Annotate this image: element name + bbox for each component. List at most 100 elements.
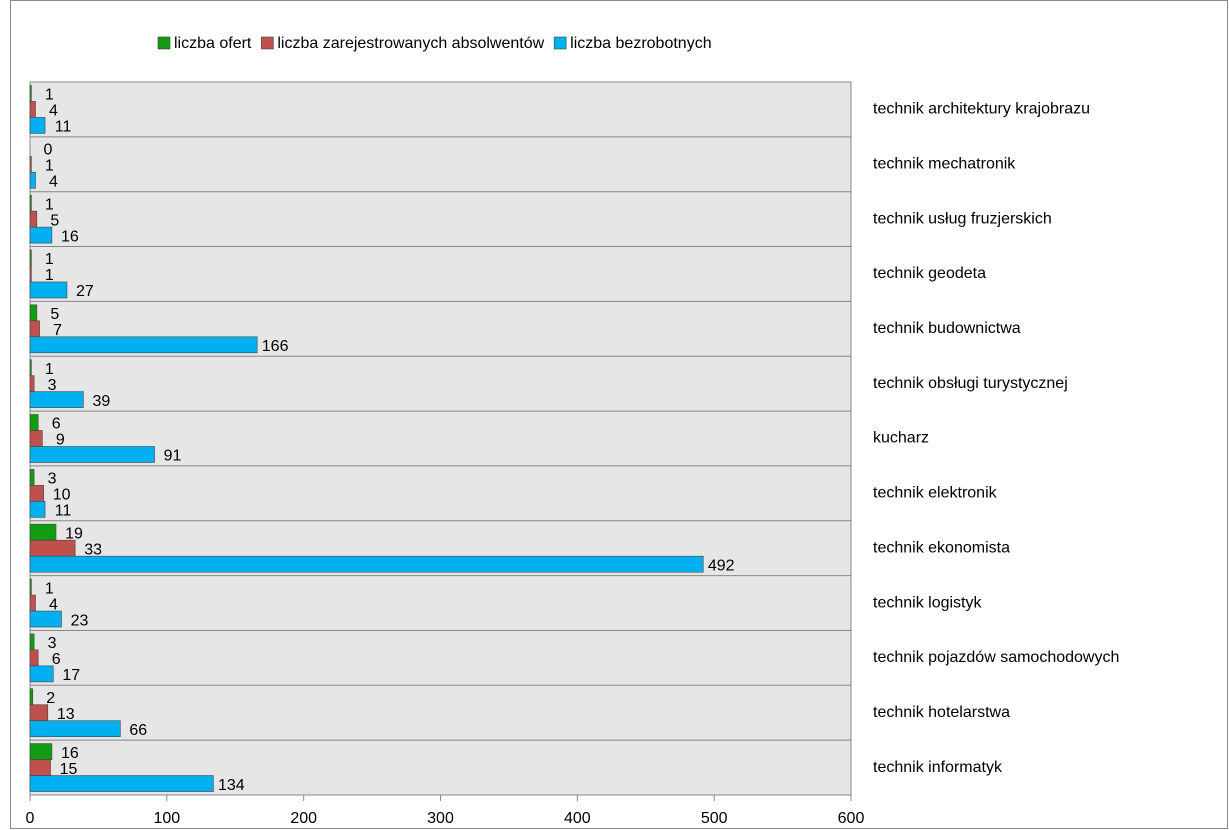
bar [29,171,36,189]
bar [29,85,32,102]
bar [29,265,32,283]
bar [29,501,46,518]
data-label: 91 [164,448,182,465]
category-label: technik usług fruzjerskich [873,210,1052,227]
bar [29,391,84,408]
data-label: 1 [45,580,54,597]
bar [29,555,704,573]
x-tick-label: 200 [290,810,317,827]
data-label: 16 [61,228,79,245]
legend-label: liczba ofert [174,35,252,52]
data-label: 166 [262,338,289,355]
category-label: technik pojazdów samochodowych [873,649,1119,666]
data-label: 1 [45,267,54,284]
category-label: technik hotelarstwa [873,704,1010,721]
data-label: 9 [56,432,65,449]
bar [29,610,62,628]
legend-swatch [553,36,567,50]
bar [29,578,32,596]
bar [29,523,57,541]
bar [29,414,39,431]
data-label: 5 [50,306,59,323]
x-tick-label: 500 [701,810,728,827]
x-tick-label: 0 [26,810,35,827]
data-label: 16 [61,745,79,762]
data-label: 27 [76,283,94,300]
data-label: 11 [55,503,72,520]
legend-swatch [261,36,274,50]
category-label: technik logistyk [873,594,982,611]
data-label: 66 [129,722,147,739]
data-label: 7 [53,322,62,339]
bar [29,194,32,212]
x-tick-label: 600 [838,810,865,827]
bar [29,117,46,134]
bar [29,743,53,760]
data-label: 23 [71,612,89,629]
category-label: technik architektury krajobrazu [873,101,1090,118]
bar [29,304,38,322]
category-label: technik obsługi turystycznej [873,375,1068,392]
data-label: 17 [62,667,80,684]
bar [29,539,76,557]
legend-label: liczba bezrobotnych [570,35,711,52]
bar [29,759,51,776]
data-label: 1 [45,196,54,213]
bar [29,320,40,338]
data-label: 13 [57,706,75,723]
data-label: 3 [48,377,57,394]
bar [29,155,32,173]
bar [29,101,36,118]
category-label: technik mechatronik [873,155,1016,172]
category-label: technik budownictwa [873,320,1021,337]
bar [29,359,32,376]
bar [29,633,35,651]
bar [29,210,38,228]
data-label: 4 [49,596,58,613]
data-label: 1 [45,87,54,104]
x-tick-label: 400 [564,810,591,827]
x-tick-label: 100 [153,810,180,827]
bar [29,775,214,792]
data-label: 39 [92,393,110,410]
data-label: 492 [708,557,735,574]
bar [29,688,34,706]
bar [29,249,32,267]
bar [29,281,68,299]
data-label: 3 [48,471,57,488]
data-label: 6 [52,416,61,433]
bar [29,649,39,667]
bar [29,469,35,486]
bar [29,720,121,738]
bar [29,594,36,612]
data-label: 1 [45,361,54,378]
data-label: 6 [52,651,61,668]
category-label: technik geodeta [873,265,986,282]
category-label: technik ekonomista [873,539,1010,556]
data-label: 3 [48,635,57,652]
bar [29,485,44,502]
bar [29,446,155,463]
bar [29,375,35,392]
bar [29,336,258,354]
bar [29,226,53,244]
data-label: 4 [49,173,58,190]
data-label: 1 [45,251,54,268]
data-label: 5 [50,212,59,229]
x-tick-label: 300 [427,810,454,827]
plot-background [29,81,852,796]
data-label: 19 [65,525,83,542]
bar [29,430,43,447]
data-label: 0 [44,141,53,158]
category-label: technik elektronik [873,485,998,502]
category-label: technik informatyk [873,759,1003,776]
data-label: 15 [60,761,78,778]
data-label: 11 [55,119,72,136]
category-label: kucharz [873,430,929,447]
bar [29,704,49,722]
data-label: 4 [49,103,58,120]
data-label: 2 [46,690,55,707]
data-label: 134 [218,777,245,794]
bar [29,665,54,683]
